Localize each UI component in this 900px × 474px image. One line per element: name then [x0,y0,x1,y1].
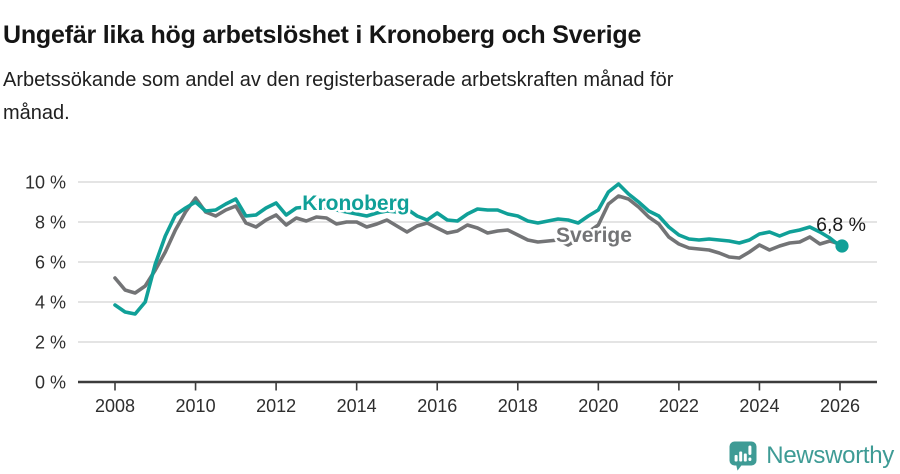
x-tick-label: 2016 [417,396,457,416]
y-tick-label: 0 % [35,373,66,393]
y-tick-label: 2 % [35,333,66,353]
y-tick-label: 4 % [35,293,66,313]
end-value-label: 6,8 % [816,214,866,236]
x-tick-label: 2020 [578,396,618,416]
newsworthy-logo[interactable]: Newsworthy [729,441,894,471]
y-tick-label: 8 % [35,213,66,233]
kronoberg-end-dot [835,239,849,253]
newsworthy-bubble-barchart-icon [729,441,757,471]
x-tick-label: 2012 [256,396,296,416]
y-tick-label: 6 % [35,253,66,273]
x-tick-label: 2014 [337,396,377,416]
page-title: Ungefär lika hög arbetslöshet i Kronober… [3,20,642,49]
chart-subtitle: Arbetssökande som andel av den registerb… [3,64,883,130]
subtitle-line-2: månad. [3,102,70,124]
sverige-series-label: Sverige [556,224,632,247]
x-tick-label: 2022 [659,396,699,416]
x-tick-label: 2010 [176,396,216,416]
kronoberg-line [113,182,842,316]
x-tick-label: 2008 [95,396,135,416]
subtitle-line-1: Arbetssökande som andel av den registerb… [3,69,674,91]
unemployment-line-chart: 0 % 2 % 4 % 6 % 8 % 10 % 2008 2010 2012 2014 2016 2… [25,173,877,416]
kronoberg-series-label: Kronoberg [302,192,409,215]
newsworthy-logo-text: Newsworthy [766,442,894,469]
y-tick-label: 10 % [25,173,66,193]
x-tick-label: 2024 [739,396,779,416]
x-tick-label: 2026 [820,396,860,416]
sverige-line [113,194,842,295]
x-tick-label: 2018 [498,396,538,416]
